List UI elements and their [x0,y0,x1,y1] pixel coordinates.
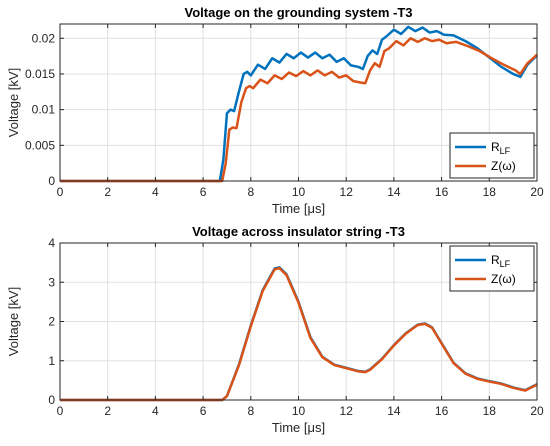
x-tick-label: 18 [483,404,497,418]
legend: RLF Z(ω) [449,245,535,292]
x-tick-label: 14 [387,404,401,418]
x-axis-label: Time [μs] [272,420,325,435]
x-tick-label: 10 [292,404,306,418]
x-tick-label: 8 [247,404,254,418]
x-tick-label: 4 [152,185,159,199]
x-tick-label: 20 [530,404,544,418]
y-axis-label: Voltage [kV] [6,287,21,356]
series-line-rlf [60,25,538,183]
series-line-z-omega [60,266,538,402]
x-tick-label: 16 [435,185,449,199]
x-axis-label: Time [μs] [272,201,325,216]
y-tick-label: 0.01 [32,103,56,117]
y-axis-label: Voltage [kV] [6,68,21,137]
y-tick-label: 0 [48,393,55,407]
chart-title: Voltage across insulator string -T3 [192,224,405,239]
y-tick-label: 1 [48,354,55,368]
y-tick-label: 0.005 [25,138,55,152]
x-tick-label: 0 [57,404,64,418]
y-tick-label: 0.02 [32,31,56,45]
x-tick-label: 18 [483,185,497,199]
legend: RLF Z(ω) [449,132,535,179]
y-tick-label: 0.015 [25,67,55,81]
y-tick-label: 2 [48,315,55,329]
chart-title: Voltage on the grounding system -T3 [185,5,413,20]
legend-label: RLF [491,140,511,156]
x-tick-label: 20 [530,185,544,199]
x-tick-label: 4 [152,404,159,418]
x-tick-label: 10 [292,185,306,199]
x-tick-label: 16 [435,404,449,418]
x-tick-label: 8 [247,185,254,199]
x-tick-label: 14 [387,185,401,199]
legend-label: Z(ω) [491,159,516,173]
x-tick-label: 12 [340,185,354,199]
series-line-z-omega [60,37,538,183]
x-tick-label: 2 [104,185,111,199]
y-tick-label: 0 [48,174,55,188]
legend-box [449,132,535,179]
legend-label: Z(ω) [491,272,516,286]
x-tick-label: 6 [200,185,207,199]
legend-label: RLF [491,253,511,269]
plot-grounding-voltage: 0 2 4 6 8 10 12 14 16 18 20 0 0.005 0.01 0.015 0.02 Volt… [6,5,544,216]
y-tick-label: 3 [48,275,55,289]
y-tick-label: 4 [48,236,55,250]
x-tick-label: 12 [340,404,354,418]
x-tick-label: 6 [200,404,207,418]
legend-box [449,245,535,292]
x-tick-label: 0 [57,185,64,199]
x-tick-label: 2 [104,404,111,418]
